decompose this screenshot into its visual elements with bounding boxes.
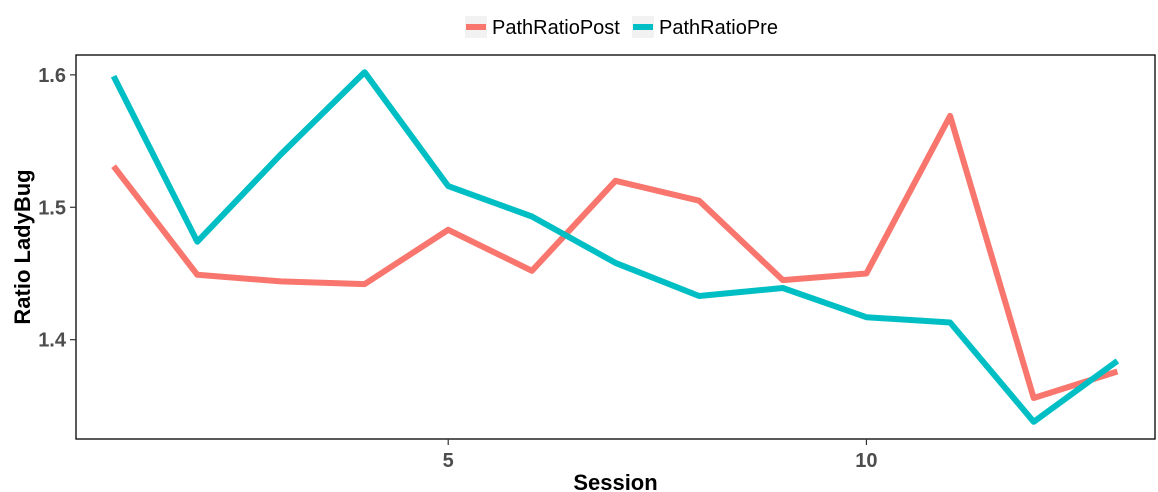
x-tick-label-10: 10 [855,450,877,472]
legend-swatch-pre [633,24,653,30]
y-tick-label-1.4: 1.4 [38,330,67,352]
legend-swatch-post [466,24,486,30]
legend-label-pre: PathRatioPre [659,17,778,39]
y-axis-title: Ratio LadyBug [10,169,35,324]
y-tick-label-1.6: 1.6 [38,65,66,87]
series-layer [110,69,1120,425]
y-tick-label-1.5: 1.5 [38,197,66,219]
x-tick-label-5: 5 [443,450,454,472]
plot-panel-border [75,54,1156,440]
legend-label-post: PathRatioPost [492,17,620,39]
x-axis: 5 10 [443,439,878,472]
y-axis: 1.4 1.5 1.6 [38,65,76,352]
x-axis-title: Session [573,470,657,492]
series-line-PathRatioPost [111,112,1119,401]
legend: PathRatioPost PathRatioPre [465,16,778,39]
series-line-PathRatioPre [110,69,1120,425]
